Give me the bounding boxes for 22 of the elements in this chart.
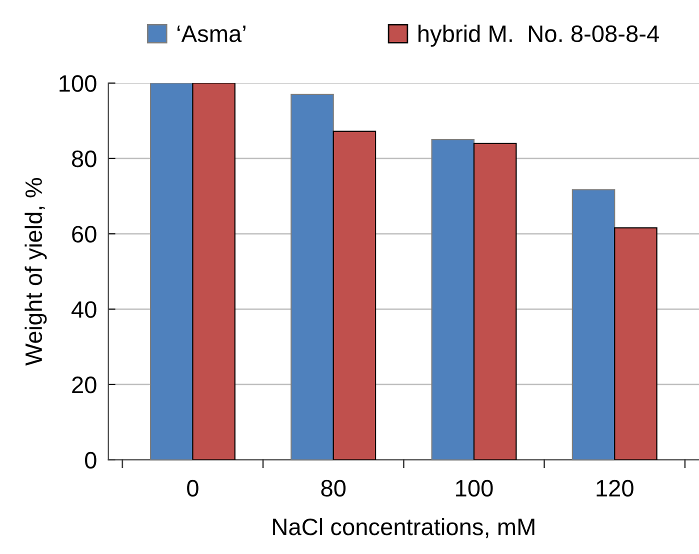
x-tick-label: 80 [321,480,346,497]
x-tick-label: 100 [456,480,493,497]
bar [150,83,194,460]
y-axis-title: Weight of yield, % [24,178,47,366]
bar [614,227,658,460]
x-tick-label: 120 [596,480,634,497]
x-tick-label: 0 [187,480,198,497]
y-tick-label: 40 [72,301,96,318]
bar [431,139,475,460]
y-tick-label: 0 [85,452,96,469]
y-tick-label: 20 [72,376,96,394]
bar [192,83,236,460]
y-tick-label: 80 [72,150,96,168]
bar [290,94,334,460]
bar [572,189,616,460]
legend-label: ‘Asma’ [178,26,246,42]
bar [473,142,517,460]
bar [332,130,376,460]
y-tick-label: 60 [72,226,96,243]
x-axis-title: NaCl concentrations, mM [273,518,534,538]
y-tick-label: 100 [60,75,96,92]
legend-label: hybrid M. No. 8-08-8-4 [418,24,659,47]
